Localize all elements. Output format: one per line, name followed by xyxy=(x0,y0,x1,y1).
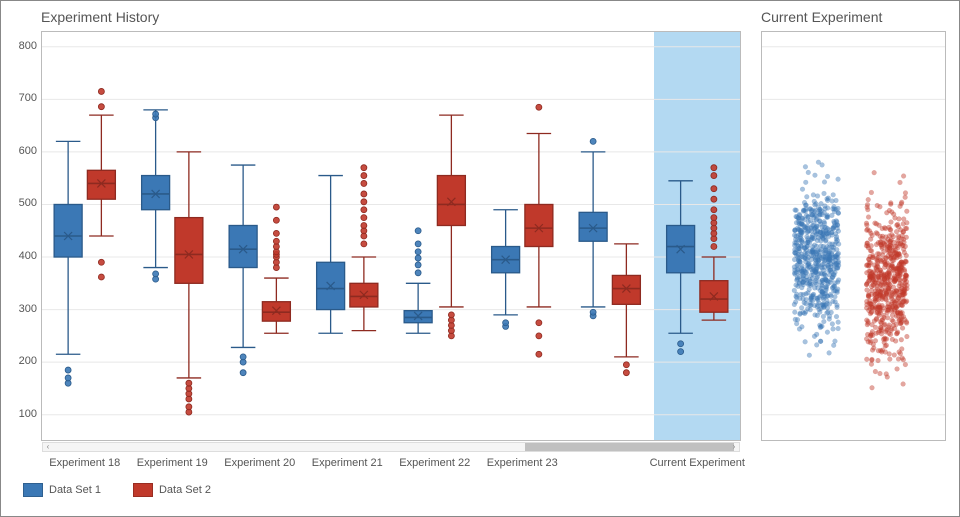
y-tick-label: 600 xyxy=(9,145,37,157)
left-title: Experiment History xyxy=(41,9,159,25)
right-title: Current Experiment xyxy=(761,9,882,25)
right-plot-border xyxy=(761,31,946,441)
history-scrollbar[interactable]: ‹ › xyxy=(42,442,740,452)
x-tick-label: Experiment 19 xyxy=(137,457,208,469)
scrollbar-thumb[interactable] xyxy=(525,443,734,451)
legend: Data Set 1 Data Set 2 xyxy=(23,483,211,497)
x-tick-label: Experiment 21 xyxy=(312,457,383,469)
legend-item: Data Set 1 xyxy=(23,483,101,497)
y-tick-label: 800 xyxy=(9,40,37,52)
y-tick-label: 100 xyxy=(9,408,37,420)
scroll-right-arrow[interactable]: › xyxy=(729,443,739,453)
y-tick-label: 400 xyxy=(9,250,37,262)
x-tick-label: Experiment 23 xyxy=(487,457,558,469)
x-tick-label: Experiment 20 xyxy=(224,457,295,469)
x-tick-label: Experiment 22 xyxy=(399,457,470,469)
legend-swatch xyxy=(133,483,153,497)
legend-label: Data Set 2 xyxy=(159,484,211,496)
left-plot-border xyxy=(41,31,741,441)
y-tick-label: 500 xyxy=(9,197,37,209)
chart-container: Experiment History Current Experiment ‹ … xyxy=(0,0,960,517)
y-tick-label: 700 xyxy=(9,92,37,104)
legend-swatch xyxy=(23,483,43,497)
legend-item: Data Set 2 xyxy=(133,483,211,497)
x-tick-label: Current Experiment xyxy=(650,457,745,469)
y-tick-label: 200 xyxy=(9,355,37,367)
legend-label: Data Set 1 xyxy=(49,484,101,496)
y-tick-label: 300 xyxy=(9,303,37,315)
x-tick-label: Experiment 18 xyxy=(49,457,120,469)
scroll-left-arrow[interactable]: ‹ xyxy=(43,443,53,453)
